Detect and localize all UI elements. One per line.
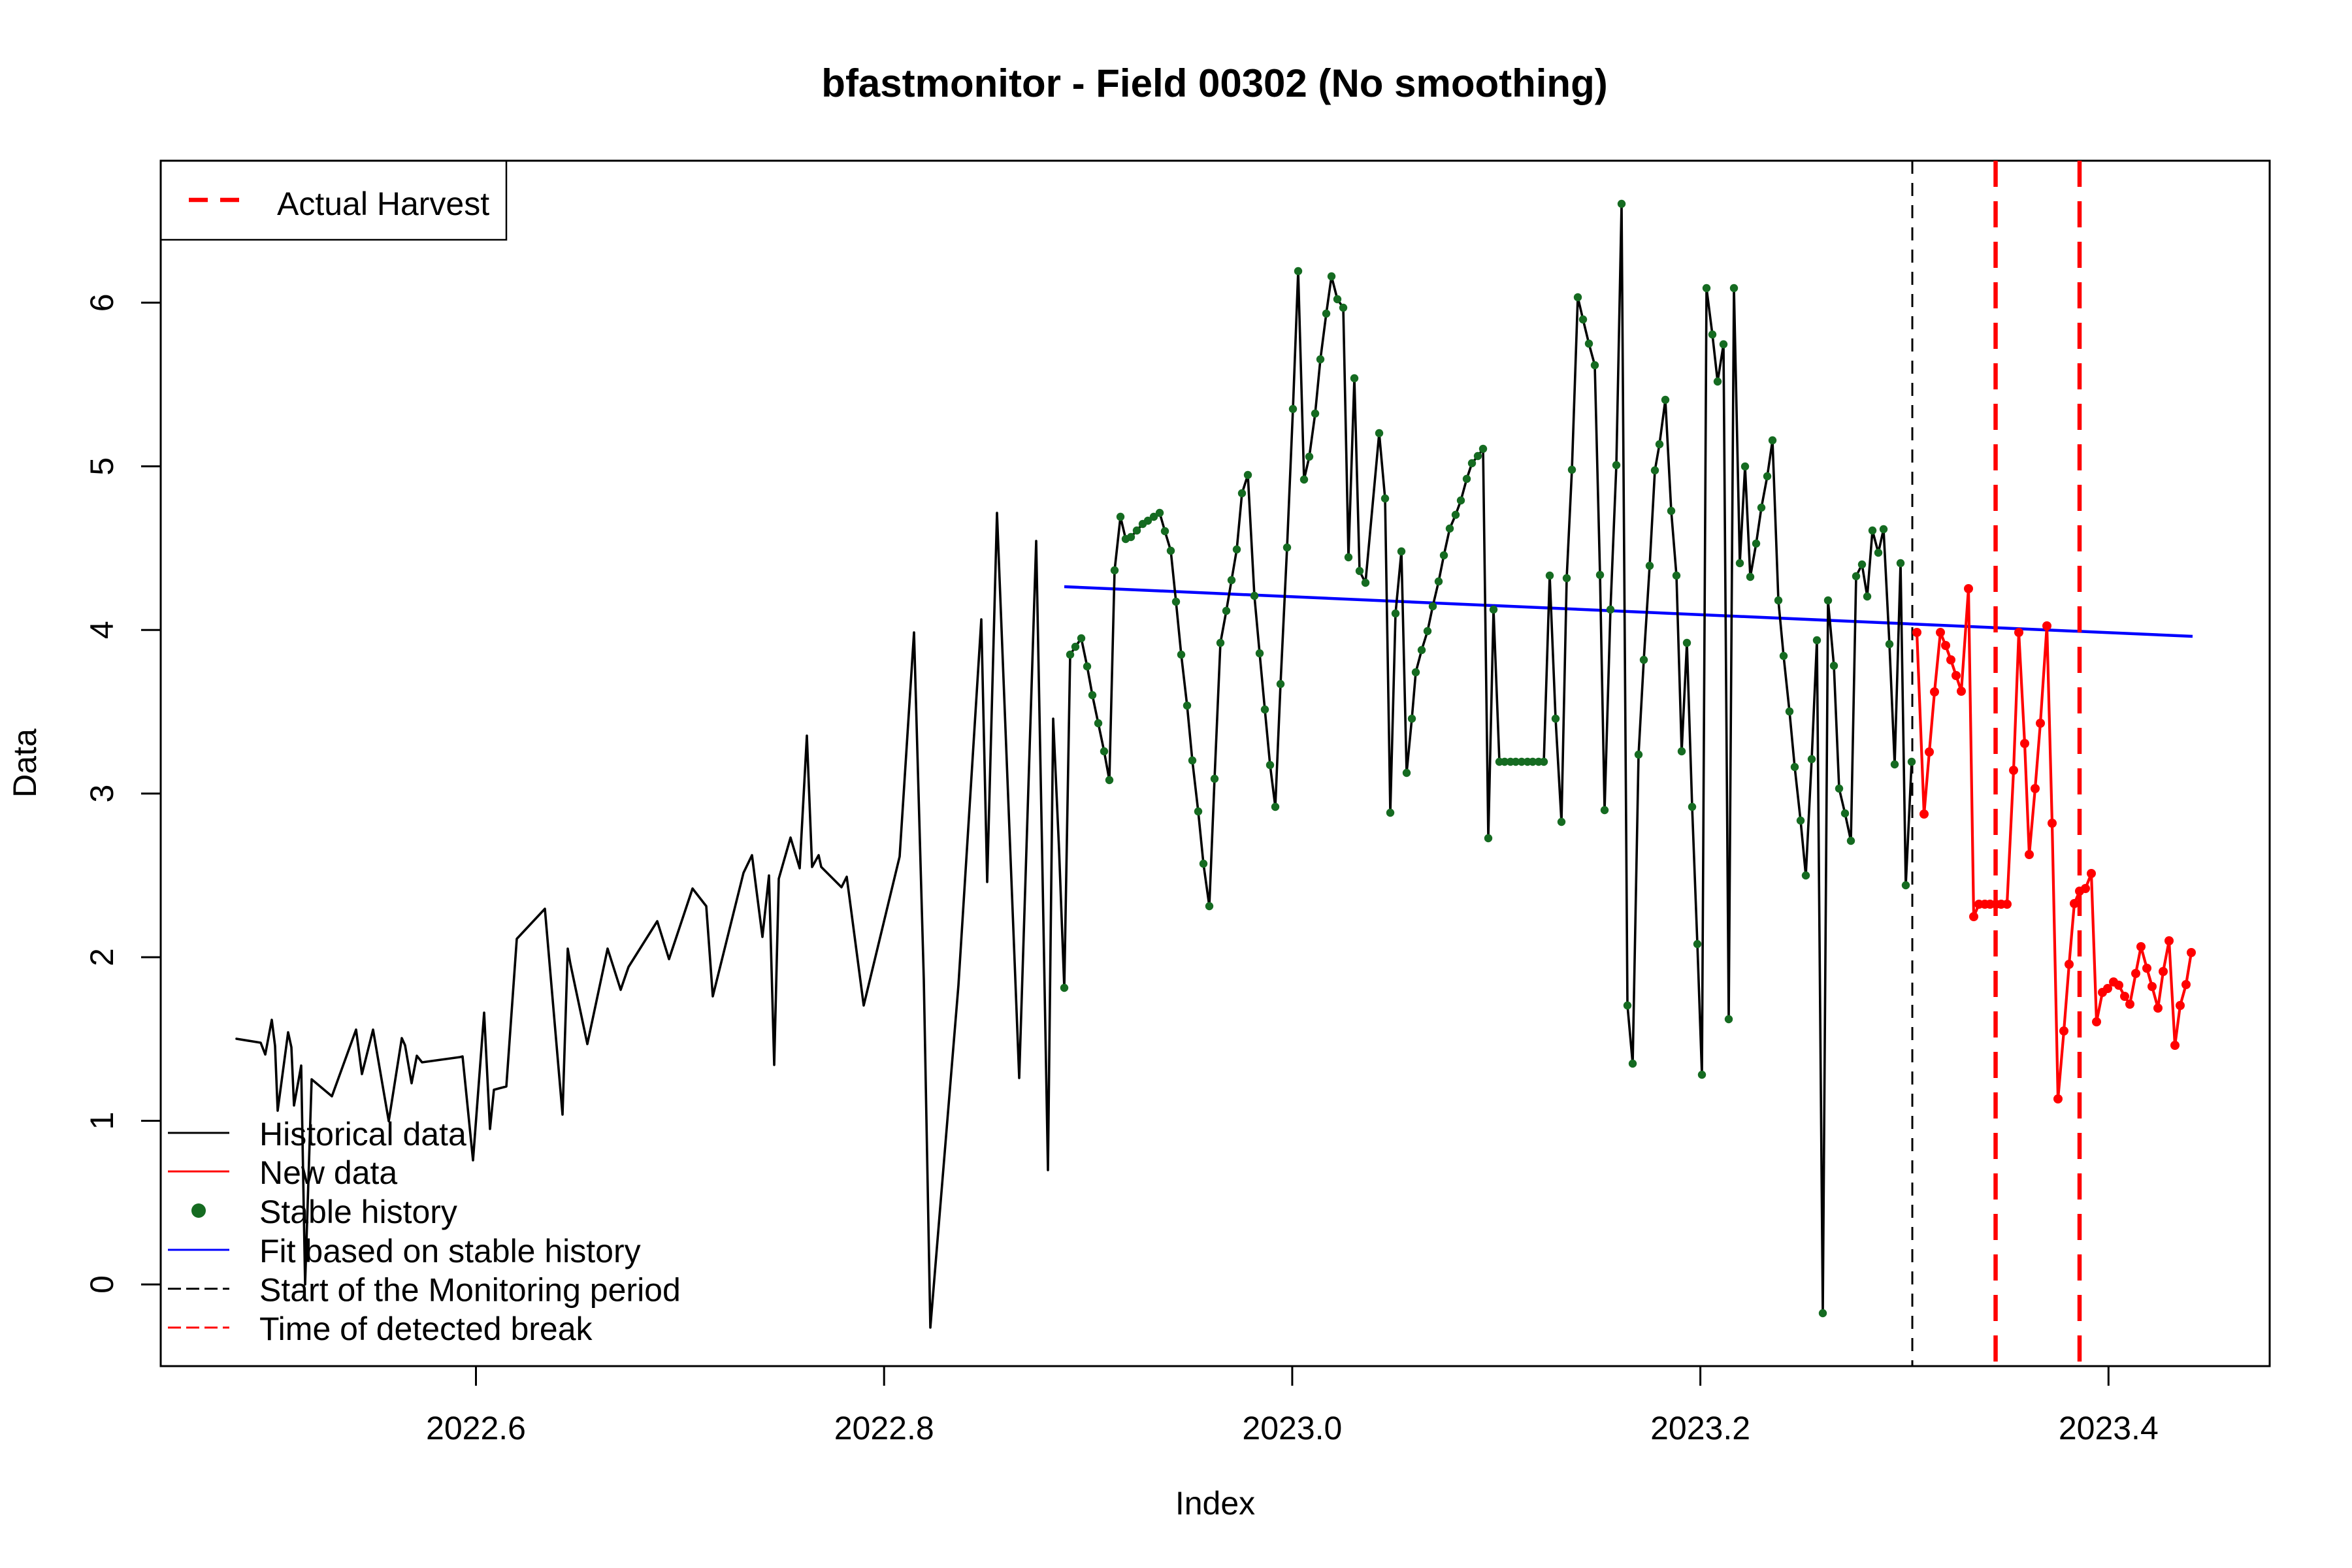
svg-text:2022.8: 2022.8 — [834, 1410, 934, 1446]
svg-text:5: 5 — [84, 457, 120, 476]
svg-text:3: 3 — [84, 785, 120, 803]
svg-text:1: 1 — [84, 1112, 120, 1130]
svg-text:2023.0: 2023.0 — [1242, 1410, 1342, 1446]
svg-text:2: 2 — [84, 948, 120, 966]
svg-text:Time of detected break: Time of detected break — [259, 1311, 593, 1347]
svg-text:4: 4 — [84, 621, 120, 639]
svg-text:Start of the Monitoring period: Start of the Monitoring period — [259, 1272, 681, 1309]
svg-text:0: 0 — [84, 1275, 120, 1294]
svg-text:2023.4: 2023.4 — [2059, 1410, 2159, 1446]
svg-text:2022.6: 2022.6 — [426, 1410, 526, 1446]
svg-text:2023.2: 2023.2 — [1650, 1410, 1750, 1446]
svg-text:Index: Index — [1175, 1485, 1255, 1522]
svg-text:New data: New data — [259, 1154, 397, 1191]
svg-text:Historical data: Historical data — [259, 1116, 466, 1152]
svg-text:bfastmonitor - Field 00302 (No: bfastmonitor - Field 00302 (No smoothing… — [821, 61, 1607, 105]
svg-text:Actual Harvest: Actual Harvest — [277, 186, 489, 222]
svg-text:Stable history: Stable history — [259, 1194, 457, 1230]
svg-text:Fit based on stable history: Fit based on stable history — [259, 1233, 641, 1269]
svg-text:Data: Data — [7, 728, 43, 798]
svg-text:6: 6 — [84, 293, 120, 312]
